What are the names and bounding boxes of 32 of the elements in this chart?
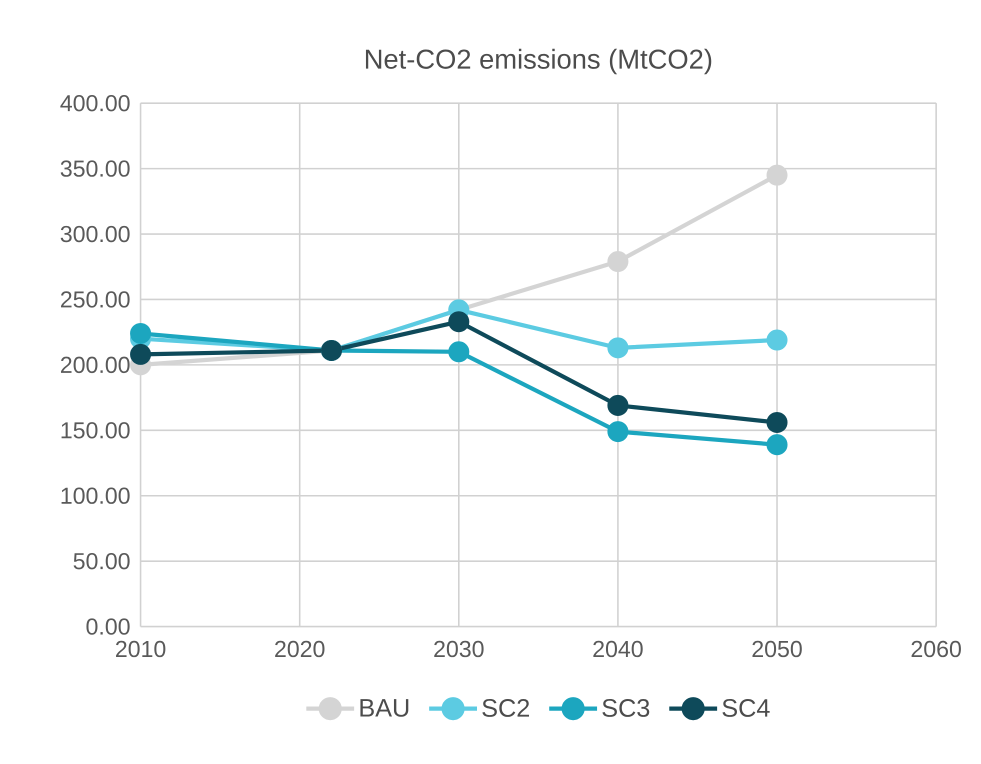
legend-label: SC2 (482, 698, 530, 717)
y-tick-label: 350.00 (60, 160, 130, 177)
y-tick-label: 150.00 (62, 422, 130, 438)
point (448, 341, 470, 362)
point (607, 421, 628, 442)
y-tick-label: 50.00 (74, 552, 130, 570)
x-tick-label: 2040 (593, 640, 643, 658)
y-tick-label: 400.00 (60, 94, 130, 112)
legend-label: BAU (360, 699, 408, 717)
point (766, 434, 788, 456)
point (130, 344, 152, 365)
x-tick-label: 2020 (275, 640, 324, 658)
legend-label: SC4 (722, 698, 770, 717)
point (607, 394, 628, 416)
y-tick-label: 100.00 (62, 487, 130, 504)
y-tick-label: 300.00 (60, 226, 130, 242)
point (766, 329, 788, 350)
legend-label: SC3 (602, 698, 650, 717)
point (130, 322, 152, 344)
point (766, 164, 788, 186)
y-tick-label: 250.00 (60, 291, 130, 308)
point (607, 250, 628, 272)
x-tick-label: 2010 (116, 640, 166, 658)
point (607, 337, 628, 358)
x-tick-label: 2060 (912, 640, 961, 658)
point (448, 311, 470, 332)
x-tick-label: 2030 (434, 640, 484, 658)
x-tick-label: 2050 (752, 640, 802, 658)
y-tick-label: 0.00 (86, 618, 130, 635)
chart-title: Net-CO2 emissions (MtCO2) (366, 48, 712, 74)
y-tick-label: 200.00 (60, 356, 130, 373)
point (766, 412, 788, 433)
